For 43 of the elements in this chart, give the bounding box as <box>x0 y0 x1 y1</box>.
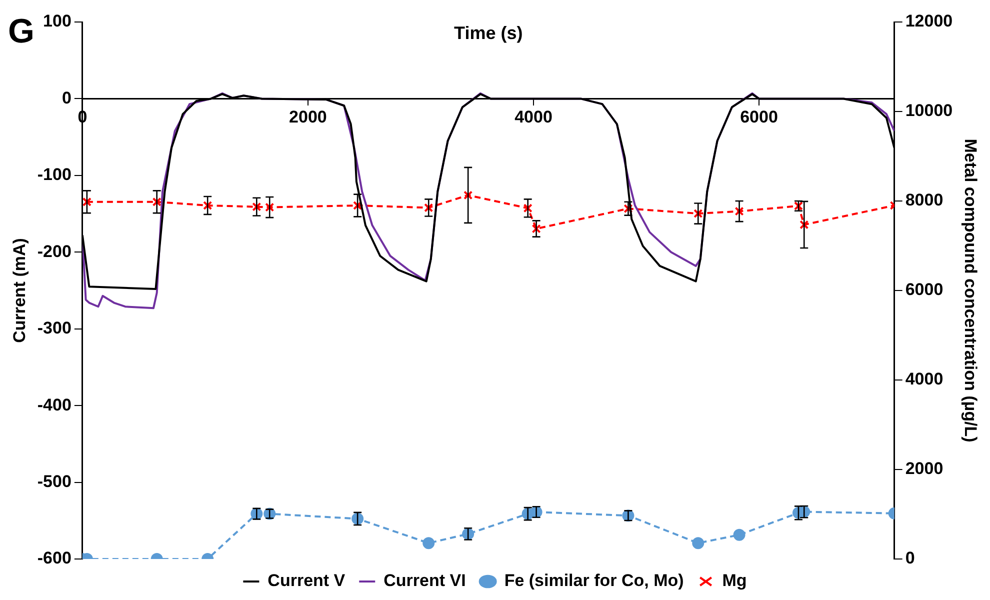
y2-tick-label: 2000 <box>905 459 944 478</box>
point <box>422 537 435 550</box>
point <box>800 220 809 230</box>
point <box>734 206 744 216</box>
point <box>252 202 262 212</box>
y2-tick-label: 6000 <box>905 280 944 300</box>
y2-tick-label: 12000 <box>905 12 953 31</box>
x-axis-title: Time (s) <box>454 22 523 43</box>
point <box>523 204 532 213</box>
y2-tick-label: 8000 <box>905 190 944 210</box>
point <box>692 537 704 550</box>
y-tick-label: -200 <box>37 242 72 261</box>
y2-tick-label: 10000 <box>905 101 953 120</box>
x-tick-label: 2000 <box>289 108 327 127</box>
y-axis-title: Current (mA) <box>10 238 29 343</box>
point <box>624 204 633 214</box>
point <box>464 190 473 200</box>
y-tick-label: -600 <box>37 548 72 568</box>
y2-tick-label: 0 <box>905 548 915 568</box>
point <box>152 197 162 206</box>
y-tick-label: -500 <box>37 472 72 491</box>
point <box>353 200 362 210</box>
y2-axis-title: Metal compound concentration (µg/L) <box>961 138 980 442</box>
y-tick-label: 100 <box>43 12 72 31</box>
point <box>265 202 274 212</box>
point <box>424 203 434 212</box>
point <box>82 197 92 206</box>
legend-label: Fe (similar for Co, Mo) <box>504 571 684 590</box>
x-tick-label: 6000 <box>740 108 778 127</box>
y-tick-label: -400 <box>37 395 72 414</box>
point <box>694 208 703 218</box>
text: G <box>8 12 34 50</box>
x-tick-label: 4000 <box>514 108 552 127</box>
point <box>532 224 541 234</box>
y-tick-label: -300 <box>37 318 72 338</box>
legend-label: Mg <box>722 571 747 590</box>
point <box>733 528 746 541</box>
y-tick-label: 0 <box>62 88 72 108</box>
point <box>203 200 212 210</box>
y2-tick-label: 4000 <box>905 370 944 389</box>
y-tick-label: -100 <box>37 165 72 184</box>
legend-label: Current VI <box>384 571 466 590</box>
legend-label: Current V <box>268 571 346 590</box>
